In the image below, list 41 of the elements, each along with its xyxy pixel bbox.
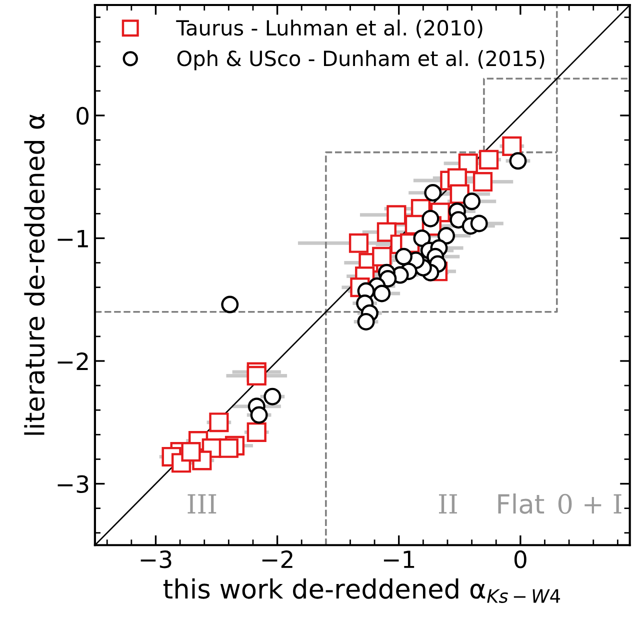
annotation: Flat <box>498 493 544 514</box>
point <box>394 248 412 266</box>
point <box>246 422 266 442</box>
point <box>479 150 499 170</box>
point <box>424 184 442 202</box>
point <box>348 233 369 253</box>
point <box>246 366 266 386</box>
y-axis-title: literature de-reddened α <box>24 114 45 435</box>
x-tick-label: −1 <box>384 550 414 568</box>
point <box>413 229 431 247</box>
x-tick-label: −3 <box>140 550 172 568</box>
point <box>438 227 456 245</box>
point <box>372 246 392 266</box>
y-tick-label: −2 <box>58 352 88 370</box>
annotation: 0 + I <box>558 494 622 514</box>
x-tick-label: −2 <box>262 550 292 568</box>
x-tick-label: 0 <box>514 550 526 568</box>
point <box>470 214 488 232</box>
point <box>502 136 522 156</box>
point <box>386 205 406 225</box>
point <box>472 172 493 192</box>
y-tick-label: −3 <box>58 475 88 494</box>
point <box>373 284 391 302</box>
point <box>463 192 481 210</box>
y-tick-label: −1 <box>58 230 88 248</box>
point <box>218 438 238 458</box>
y-tick-label: 0 <box>76 106 89 125</box>
x-axis-title: this work de-reddened α$_{Ks−W4}$ <box>163 578 560 604</box>
annotation: II <box>439 494 457 514</box>
point <box>422 210 440 228</box>
point <box>357 312 375 330</box>
point <box>221 296 239 314</box>
point <box>450 211 468 229</box>
annotation: III <box>188 494 216 514</box>
point <box>509 152 527 170</box>
point <box>264 388 282 406</box>
legend-label: Oph & USco - Dunham et al. (2015) <box>177 50 544 70</box>
point <box>250 406 268 424</box>
point <box>209 412 229 432</box>
point <box>181 442 201 462</box>
legend-label: Taurus - Luhman et al. (2010) <box>176 20 482 38</box>
